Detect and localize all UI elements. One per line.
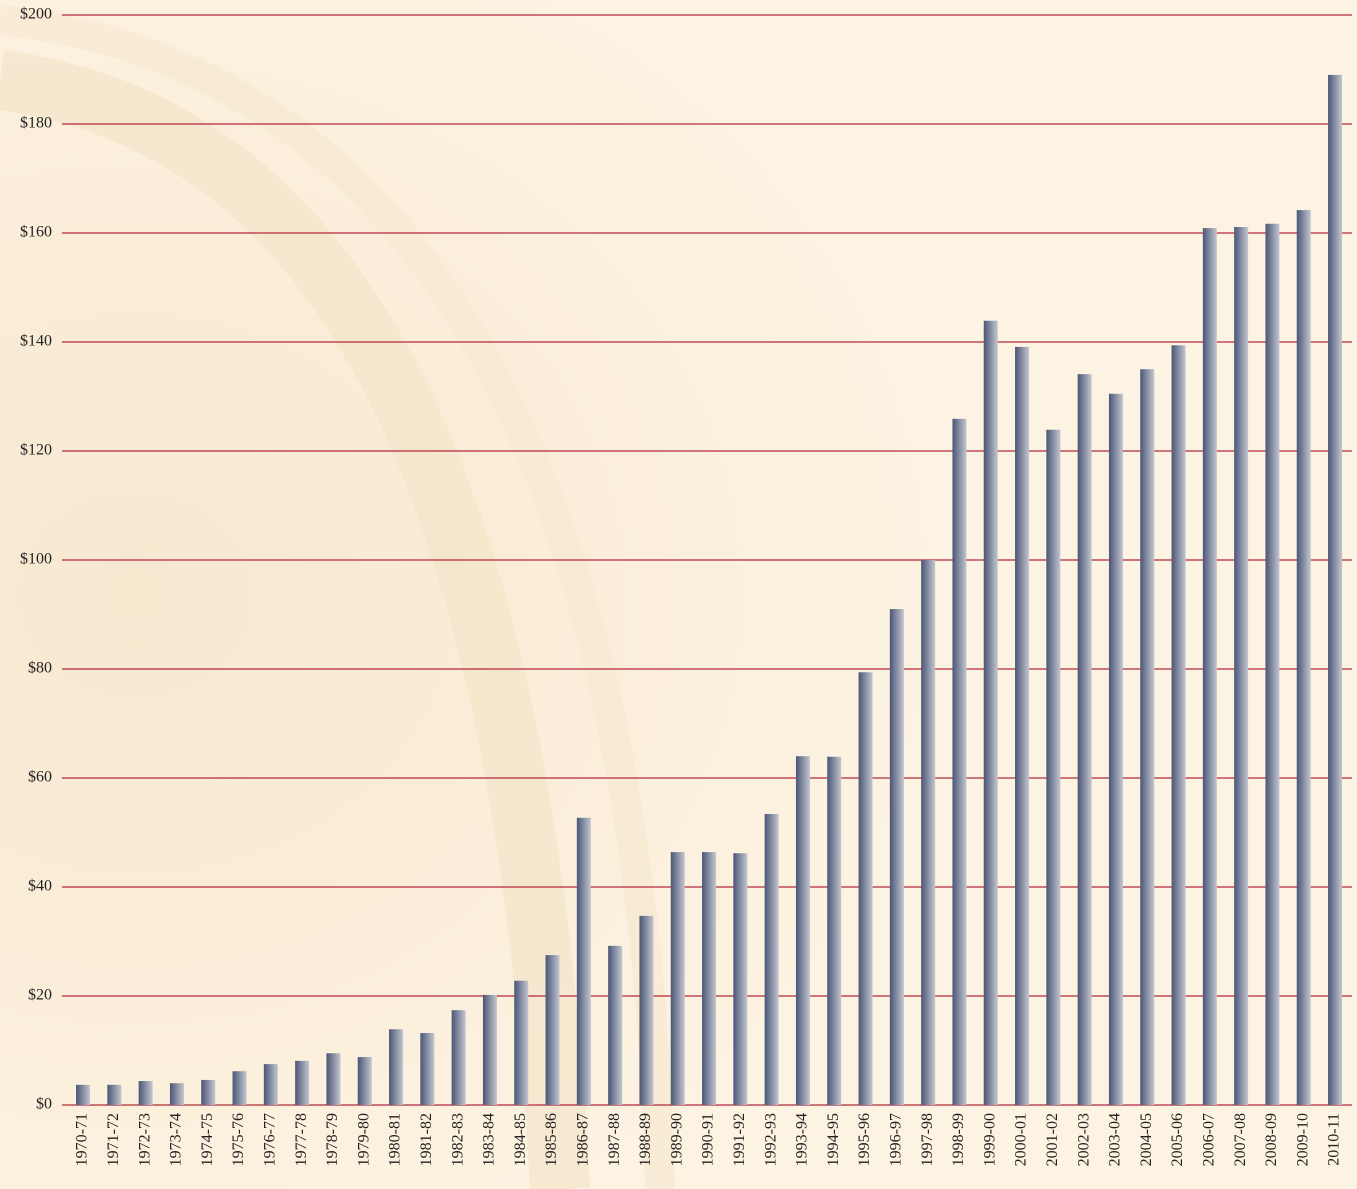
bar [858, 672, 873, 1105]
watermark [0, 5, 675, 1189]
bar [76, 1084, 91, 1105]
bar [1046, 429, 1061, 1105]
bar [576, 817, 591, 1105]
y-tick-label: $20 [28, 987, 52, 1004]
x-tick-label: 1998-99 [950, 1113, 967, 1166]
bar [420, 1033, 435, 1105]
bar [1108, 393, 1123, 1105]
x-tick-label: 1988-89 [637, 1113, 654, 1166]
x-tick-label: 2002-03 [1075, 1113, 1092, 1166]
bar [921, 560, 936, 1105]
x-tick-label: 1980-81 [387, 1113, 404, 1166]
bar [201, 1079, 216, 1105]
x-tick-label: 1992-93 [762, 1113, 779, 1166]
bar [451, 1010, 466, 1105]
x-tick-label: 1999-00 [981, 1113, 998, 1166]
x-tick-label: 1973-74 [168, 1113, 185, 1166]
x-tick-label: 1977-78 [293, 1113, 310, 1166]
bar [389, 1029, 404, 1105]
x-tick-label: 2001-02 [1044, 1113, 1061, 1166]
bar [482, 994, 497, 1105]
bar [263, 1064, 278, 1105]
x-tick-label: 2000-01 [1013, 1113, 1030, 1166]
x-tick-label: 1996-97 [888, 1113, 905, 1166]
bar [1202, 228, 1217, 1106]
bar [639, 915, 654, 1105]
bar [107, 1084, 122, 1105]
x-tick-label: 1997-98 [919, 1113, 936, 1166]
bar [357, 1057, 372, 1105]
bar [733, 853, 748, 1105]
x-tick-label: 1983-84 [481, 1113, 498, 1166]
bar [1296, 210, 1311, 1106]
bar [764, 813, 779, 1105]
x-tick-label: 2004-05 [1138, 1113, 1155, 1166]
bar [1171, 345, 1186, 1105]
x-tick-label: 2006-07 [1201, 1113, 1218, 1166]
bar [1234, 227, 1249, 1105]
x-tick-label: 2007-08 [1232, 1113, 1249, 1166]
bar [795, 756, 810, 1105]
x-tick-label: 1971-72 [105, 1113, 122, 1166]
bar [232, 1071, 247, 1105]
bar [1015, 346, 1030, 1105]
plot: $0 $20 $40 $60 $80 $100 $120 $140 $160 $180 $200 19… [20, 6, 1352, 1166]
bar [169, 1083, 184, 1105]
bar [138, 1081, 153, 1105]
bar [608, 945, 623, 1105]
bar [1077, 374, 1092, 1105]
y-tick-label: $180 [20, 115, 52, 132]
x-tick-label: 1981-82 [418, 1113, 435, 1166]
y-tick-label: $140 [20, 333, 52, 350]
x-tick-label: 1975-76 [230, 1113, 247, 1166]
x-tick-label: 1978-79 [324, 1113, 341, 1166]
x-tick-label: 1989-90 [668, 1113, 685, 1166]
x-tick-label: 1970-71 [74, 1113, 91, 1166]
y-tick-label: $40 [28, 878, 52, 895]
x-tick-label: 2003-04 [1107, 1113, 1124, 1166]
bar [1140, 369, 1155, 1105]
y-tick-label: $160 [20, 224, 52, 241]
y-tick-label: $0 [36, 1096, 52, 1113]
x-tick-label: 1985-86 [543, 1113, 560, 1166]
y-tick-label: $80 [28, 660, 52, 677]
x-tick-label: 2005-06 [1169, 1113, 1186, 1166]
x-tick-label: 1972-73 [136, 1113, 153, 1166]
bar [670, 852, 685, 1105]
bar [545, 955, 560, 1105]
x-tick-label: 1976-77 [262, 1113, 279, 1166]
y-tick-label: $120 [20, 442, 52, 459]
bar [702, 852, 717, 1105]
x-tick-label: 2010-11 [1326, 1113, 1343, 1166]
bar [295, 1060, 310, 1105]
bar [827, 756, 842, 1105]
x-tick-label: 1984-85 [512, 1113, 529, 1166]
x-tick-label: 2009-10 [1294, 1113, 1311, 1166]
x-tick-label: 1994-95 [825, 1113, 842, 1166]
x-tick-label: 1987-88 [606, 1113, 623, 1166]
bar [952, 418, 967, 1106]
x-tick-label: 1995-96 [856, 1113, 873, 1166]
bar [983, 320, 998, 1105]
watermark [0, 50, 590, 1189]
y-tick-label: $60 [28, 769, 52, 786]
y-tick-label: $100 [20, 551, 52, 568]
bar [326, 1053, 341, 1105]
y-tick-label: $200 [20, 6, 52, 23]
bar [889, 609, 904, 1105]
bar [514, 980, 529, 1105]
x-tick-label: 1979-80 [355, 1113, 372, 1166]
x-tick-label: 2008-09 [1263, 1113, 1280, 1166]
x-tick-label: 1990-91 [700, 1113, 717, 1166]
x-tick-label: 1982-83 [449, 1113, 466, 1166]
x-tick-label: 1986-87 [575, 1113, 592, 1166]
x-tick-label: 1993-94 [794, 1113, 811, 1166]
bar [1328, 74, 1343, 1106]
bar [1265, 223, 1280, 1106]
x-tick-label: 1974-75 [199, 1113, 216, 1166]
x-tick-label: 1991-92 [731, 1113, 748, 1166]
